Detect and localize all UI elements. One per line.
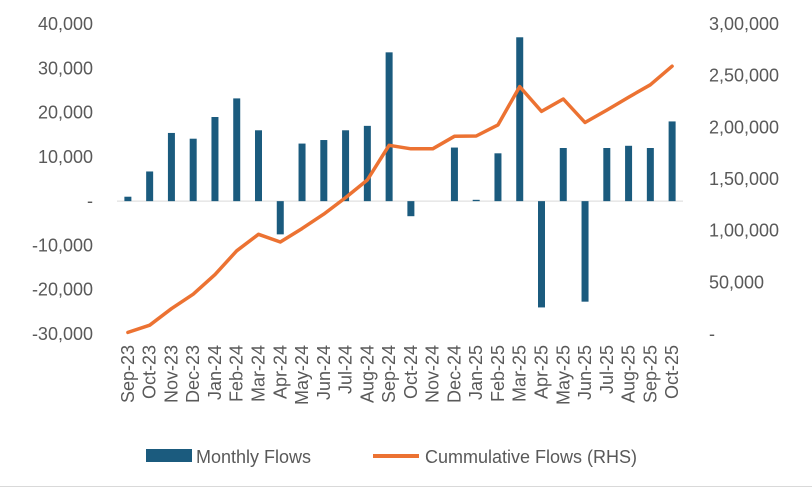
x-tick-label: Jul-24 (336, 345, 356, 394)
x-tick-label: Feb-24 (227, 345, 247, 402)
x-tick-label: Oct-23 (140, 345, 160, 399)
cumulative-flows-line (126, 64, 674, 335)
x-tick-label: May-25 (553, 345, 573, 405)
x-tick-label: May-24 (292, 345, 312, 405)
bar-may-24 (298, 143, 306, 202)
right-tick-label: 2,50,000 (709, 66, 779, 86)
x-tick-label: Nov-23 (161, 345, 181, 403)
legend-label-monthly-flows: Monthly Flows (196, 447, 311, 467)
left-tick-label: 30,000 (38, 58, 93, 78)
left-tick-label: 40,000 (38, 14, 93, 34)
right-tick-label: 50,000 (709, 272, 764, 292)
legend: Monthly Flows Cummulative Flows (RHS) (146, 447, 637, 467)
x-tick-label: Jan-24 (205, 345, 225, 400)
bar-feb-24 (233, 98, 241, 202)
bar-apr-25 (538, 201, 545, 308)
right-tick-label: 1,50,000 (709, 169, 779, 189)
legend-swatch-monthly-flows (146, 449, 192, 462)
x-axis: Sep-23 Oct-23 Nov-23 Dec-23 Jan-24 Feb-24 Mar-… (118, 345, 682, 405)
bar-mar-24 (255, 130, 262, 202)
right-axis: 3,00,000 2,50,000 2,00,000 1,50,000 1,00,000… (709, 14, 779, 344)
x-tick-label: Dec-23 (183, 345, 203, 403)
x-tick-label: Apr-24 (270, 345, 290, 399)
bar-aug-24 (363, 125, 371, 202)
bar-dec-23 (189, 138, 197, 202)
bar-dec-24 (450, 147, 458, 202)
bar-jan-25 (472, 199, 480, 202)
x-tick-label: Apr-25 (532, 345, 552, 399)
x-tick-label: Jan-25 (466, 345, 486, 400)
right-tick-label: - (709, 324, 715, 344)
bar-oct-23 (146, 171, 154, 202)
x-tick-label: Aug-25 (619, 345, 639, 403)
x-tick-label: Oct-24 (401, 345, 421, 399)
bar-mar-25 (516, 37, 524, 202)
bar-sep-23 (124, 196, 132, 202)
left-tick-label: - (87, 191, 93, 211)
monthly-flows-bars (124, 37, 676, 308)
x-tick-label: Sep-25 (640, 345, 660, 403)
x-tick-label: Sep-24 (379, 345, 399, 403)
bar-jun-24 (320, 140, 328, 202)
x-tick-label: Aug-24 (357, 345, 377, 403)
x-tick-label: Oct-25 (662, 345, 682, 399)
bar-nov-23 (167, 132, 175, 202)
bar-sep-25 (646, 148, 654, 202)
x-tick-label: Jun-25 (575, 345, 595, 400)
bar-sep-24 (385, 52, 393, 202)
right-tick-label: 3,00,000 (709, 14, 779, 34)
x-tick-label: Mar-24 (249, 345, 269, 402)
left-axis: 40,000 30,000 20,000 10,000 - -10,000 -20,000 -… (32, 14, 93, 344)
x-tick-label: Jul-25 (597, 345, 617, 394)
bottom-divider (0, 486, 812, 487)
x-tick-label: Nov-24 (423, 345, 443, 403)
x-tick-label: Jun-24 (314, 345, 334, 400)
bar-aug-25 (625, 145, 633, 202)
left-tick-label: -30,000 (32, 324, 93, 344)
left-tick-label: 20,000 (38, 103, 93, 123)
bar-jan-24 (211, 117, 219, 202)
bar-jun-25 (581, 201, 589, 302)
left-tick-label: -20,000 (32, 280, 93, 300)
x-tick-label: Mar-25 (510, 345, 530, 402)
bar-may-25 (559, 148, 567, 202)
bar-apr-24 (276, 201, 284, 235)
legend-label-cumulative-flows: Cummulative Flows (RHS) (425, 447, 637, 467)
bar-oct-25 (668, 121, 676, 202)
bar-feb-25 (494, 153, 502, 202)
right-tick-label: 2,00,000 (709, 117, 779, 137)
bar-oct-24 (407, 201, 415, 217)
x-tick-label: Dec-24 (444, 345, 464, 403)
x-tick-label: Sep-23 (118, 345, 138, 403)
bar-jul-25 (603, 148, 611, 202)
left-tick-label: 10,000 (38, 147, 93, 167)
bar-jul-24 (342, 130, 350, 202)
x-tick-label: Feb-25 (488, 345, 508, 402)
left-tick-label: -10,000 (32, 235, 93, 255)
right-tick-label: 1,00,000 (709, 221, 779, 241)
